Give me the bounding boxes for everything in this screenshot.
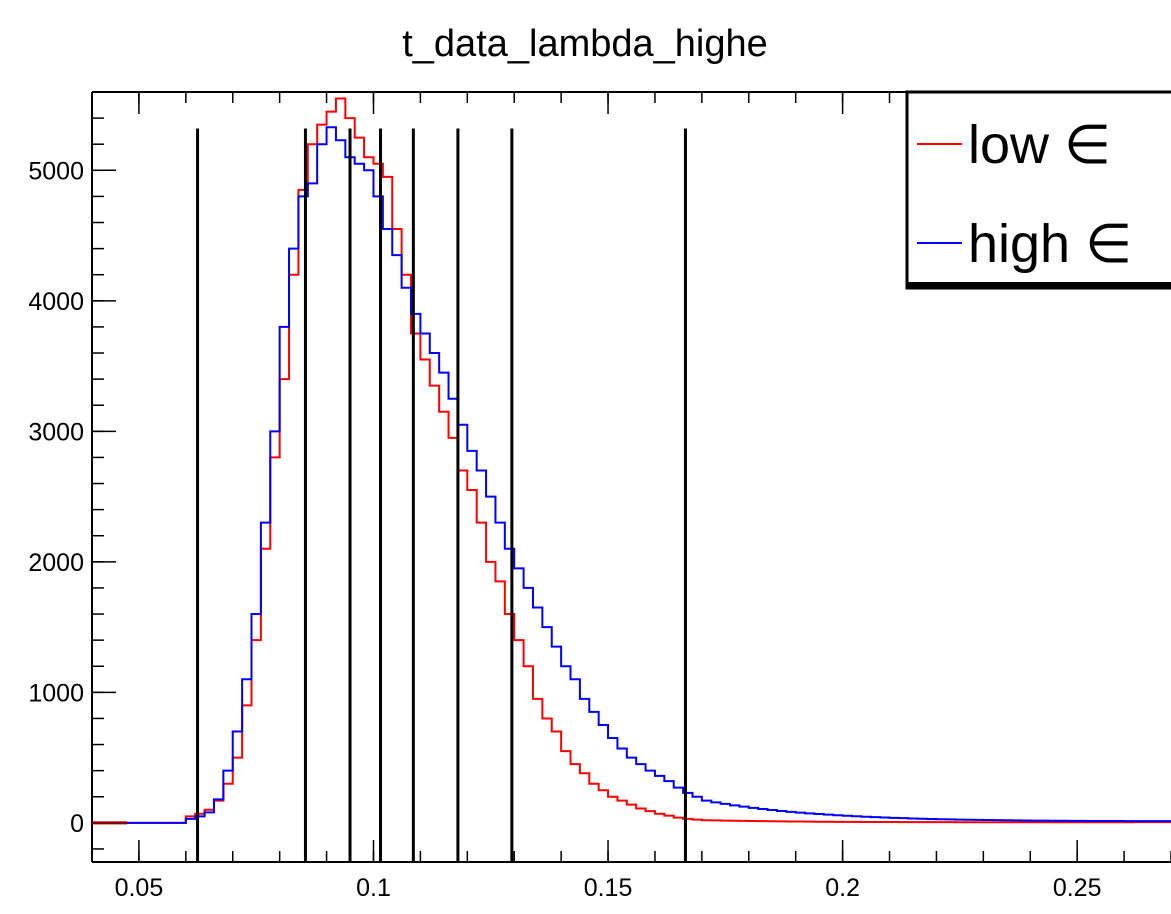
chart-title: t_data_lambda_highe — [402, 23, 768, 65]
y-tick-label: 4000 — [28, 288, 84, 316]
legend-label-high: high ∈ — [968, 214, 1132, 274]
x-tick-label: 0.2 — [825, 874, 860, 902]
legend-shadow — [907, 282, 1171, 288]
series-line-low — [92, 97, 1171, 824]
y-tick-label: 2000 — [28, 549, 84, 577]
y-tick-label: 0 — [70, 810, 84, 838]
y-tick-label: 3000 — [28, 418, 84, 446]
legend: low ∈ high ∈ — [905, 90, 1171, 290]
y-tick-label: 5000 — [28, 157, 84, 185]
legend-label-low: low ∈ — [968, 115, 1111, 175]
x-tick-label: 0.25 — [1053, 874, 1102, 902]
y-tick-label: 1000 — [28, 679, 84, 707]
x-tick-label: 0.15 — [584, 874, 633, 902]
plot-area — [92, 97, 1171, 862]
x-tick-label: 0.05 — [115, 874, 164, 902]
x-tick-label: 0.1 — [356, 874, 391, 902]
series-line-high — [92, 126, 1171, 824]
legend-box — [905, 90, 1171, 290]
